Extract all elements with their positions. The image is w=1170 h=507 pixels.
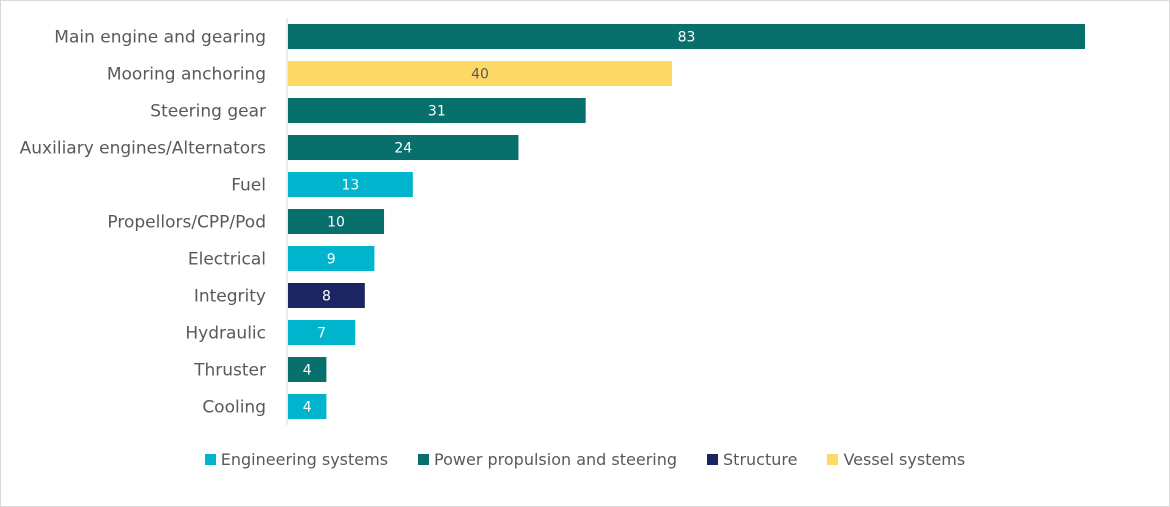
data-label: 83	[678, 30, 696, 46]
bar	[288, 172, 413, 197]
category-label: Thruster	[193, 361, 266, 381]
bar	[288, 209, 385, 234]
legend-label: Vessel systems	[843, 450, 966, 469]
legend-item: Engineering systems	[204, 450, 389, 469]
data-label: 31	[428, 104, 446, 120]
legend-label: Power propulsion and steering	[434, 450, 678, 469]
category-label: Propellors/CPP/Pod	[107, 213, 266, 233]
bar	[288, 98, 586, 123]
legend-label: Engineering systems	[220, 450, 389, 469]
data-label: 10	[327, 215, 345, 231]
legend: Engineering systems Power propulsion and …	[0, 450, 1170, 469]
bar	[288, 24, 1085, 49]
data-label: 4	[303, 363, 312, 379]
legend-label: Structure	[723, 450, 798, 469]
bar	[288, 61, 673, 86]
data-label: 40	[471, 67, 489, 83]
category-label: Steering gear	[150, 102, 266, 122]
category-label: Integrity	[194, 287, 266, 307]
legend-item: Vessel systems	[827, 450, 965, 469]
category-label: Cooling	[202, 398, 266, 418]
bar	[288, 357, 327, 382]
data-label: 13	[342, 178, 360, 194]
category-label: Fuel	[231, 176, 266, 196]
legend-item: Power propulsion and steering	[418, 450, 677, 469]
data-label: 24	[394, 141, 412, 157]
bar	[288, 320, 356, 345]
legend-swatch	[204, 454, 216, 465]
category-label: Main engine and gearing	[54, 28, 266, 48]
data-label: 9	[327, 252, 336, 268]
legend-swatch	[418, 454, 430, 465]
bar	[288, 394, 327, 419]
data-label: 4	[303, 400, 312, 416]
legend-swatch	[827, 454, 839, 465]
category-label: Mooring anchoring	[107, 65, 266, 85]
bar	[288, 283, 365, 308]
legend-item: Structure	[707, 450, 797, 469]
data-label: 8	[322, 289, 331, 305]
bar	[288, 246, 375, 271]
category-label: Auxiliary engines/Alternators	[20, 139, 266, 159]
bars-group: Main engine and gearing 83 Mooring anchori…	[20, 24, 1085, 419]
data-label: 7	[317, 326, 326, 342]
legend-swatch	[707, 454, 719, 465]
category-label: Electrical	[188, 250, 266, 270]
category-label: Hydraulic	[185, 324, 266, 344]
bar	[288, 135, 519, 160]
